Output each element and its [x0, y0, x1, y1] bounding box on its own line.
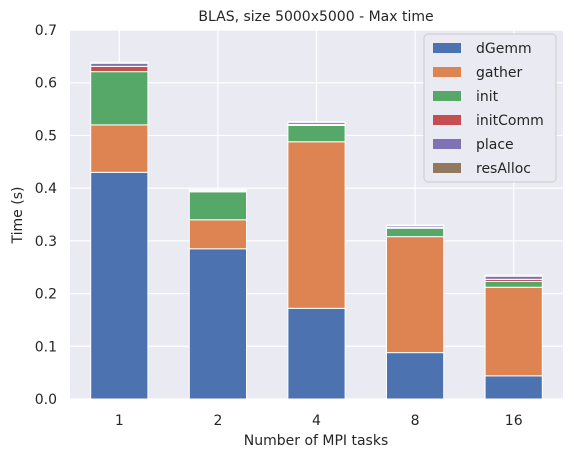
- legend: dGemm gather init initComm place resAlloc: [423, 33, 557, 183]
- legend-swatch-initComm: [433, 115, 461, 125]
- bar-segment-gather: [484, 286, 543, 377]
- bar-segment-gather: [386, 236, 445, 354]
- bar-segment-initComm: [90, 65, 149, 73]
- y-tick-label: 0.0: [35, 392, 57, 408]
- y-tick-label: 0.5: [35, 128, 57, 144]
- y-tick-label: 0.1: [35, 339, 57, 355]
- legend-label-initComm: initComm: [476, 113, 544, 129]
- bar-segment-dGemm: [484, 375, 543, 400]
- y-tick-label: 0.7: [35, 23, 57, 39]
- bar-segment-gather: [188, 219, 247, 250]
- x-tick-label: 8: [411, 413, 420, 429]
- bar-segment-init: [287, 124, 346, 143]
- bar-segment-resAlloc: [386, 224, 445, 227]
- bars: [90, 61, 543, 400]
- bar-segment-init: [386, 227, 445, 238]
- bar-segment-init: [90, 71, 149, 126]
- bar-segment-dGemm: [90, 171, 149, 400]
- legend-swatch-init: [433, 91, 461, 101]
- y-tick-label: 0.2: [35, 287, 57, 303]
- legend-swatch-resAlloc: [433, 163, 461, 173]
- legend-swatch-dGemm: [433, 43, 461, 53]
- bar-segment-resAlloc: [90, 61, 149, 64]
- chart-title: BLAS, size 5000x5000 - Max time: [198, 9, 433, 25]
- legend-swatch-place: [433, 139, 461, 149]
- bar-segment-dGemm: [386, 352, 445, 400]
- legend-label-dGemm: dGemm: [476, 41, 532, 57]
- bar-segment-gather: [90, 124, 149, 173]
- bar-segment-init: [484, 280, 543, 288]
- y-tick-label: 0.4: [35, 181, 57, 197]
- x-tick-label: 2: [213, 413, 222, 429]
- y-tick-label: 0.6: [35, 76, 57, 92]
- y-tick-labels: 0.0 0.1 0.2 0.3 0.4 0.5 0.6 0.7: [35, 23, 57, 408]
- x-tick-label: 1: [115, 413, 124, 429]
- legend-label-init: init: [476, 89, 499, 105]
- y-tick-label: 0.3: [35, 234, 57, 250]
- bar-segment-resAlloc: [188, 189, 247, 191]
- bar-segment-dGemm: [287, 307, 346, 400]
- x-axis-label: Number of MPI tasks: [244, 433, 389, 449]
- bar-segment-init: [188, 191, 247, 221]
- x-tick-labels: 1 2 4 8 16: [115, 413, 523, 429]
- legend-swatch-gather: [433, 67, 461, 77]
- y-axis-label: Time (s): [10, 187, 26, 245]
- x-tick-label: 4: [312, 413, 321, 429]
- x-tick-label: 16: [505, 413, 523, 429]
- bar-segment-gather: [287, 141, 346, 309]
- legend-label-place: place: [476, 137, 514, 153]
- bar-segment-resAlloc: [287, 121, 346, 123]
- legend-items: dGemm gather init initComm place resAlloc: [433, 41, 544, 177]
- bar-segment-dGemm: [188, 248, 247, 400]
- legend-label-resAlloc: resAlloc: [476, 161, 531, 177]
- legend-label-gather: gather: [476, 65, 522, 81]
- bar-segment-resAlloc: [484, 274, 543, 277]
